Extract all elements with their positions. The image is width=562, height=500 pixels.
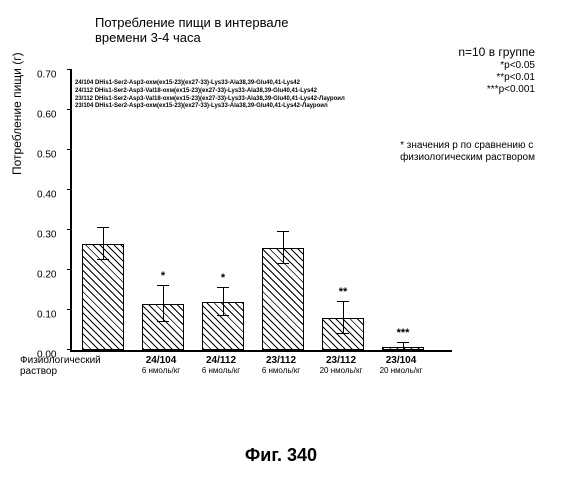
p-value-legend: *p<0.05 **p<0.01 ***p<0.001: [487, 60, 535, 96]
x-tick-label: 24/1126 нмоль/кг: [202, 355, 240, 375]
y-axis-label: Потребление пищи (г): [10, 52, 24, 175]
chart-title: Потребление пищи в интервале времени 3-4…: [95, 15, 288, 45]
x-tick-label: 23/11220 нмоль/кг: [320, 355, 363, 375]
x-tick-label: 23/1126 нмоль/кг: [262, 355, 300, 375]
y-tick-label: 0.20: [37, 270, 68, 281]
x-category-control: Физиологический раствор: [20, 355, 101, 377]
x-tick-label: 23/10420 нмоль/кг: [380, 355, 423, 375]
figure-label: Фиг. 340: [15, 445, 547, 466]
y-tick-label: 0.30: [37, 230, 68, 241]
y-tick-label: 0.40: [37, 190, 68, 201]
significance-marker: *: [161, 270, 165, 282]
y-tick-label: 0.10: [37, 310, 68, 321]
x-tick-label: 24/1046 нмоль/кг: [142, 355, 180, 375]
n-label: n=10 в группе: [458, 45, 535, 59]
significance-marker: **: [339, 286, 348, 298]
y-tick-label: 0.50: [37, 150, 68, 161]
chart-container: Потребление пищи в интервале времени 3-4…: [15, 15, 545, 435]
significance-marker: *: [221, 272, 225, 284]
plot-area: 0.000.100.200.300.400.500.600.70*******: [70, 70, 452, 352]
y-tick-label: 0.60: [37, 110, 68, 121]
y-tick-label: 0.70: [37, 70, 68, 81]
significance-marker: ***: [397, 327, 410, 339]
